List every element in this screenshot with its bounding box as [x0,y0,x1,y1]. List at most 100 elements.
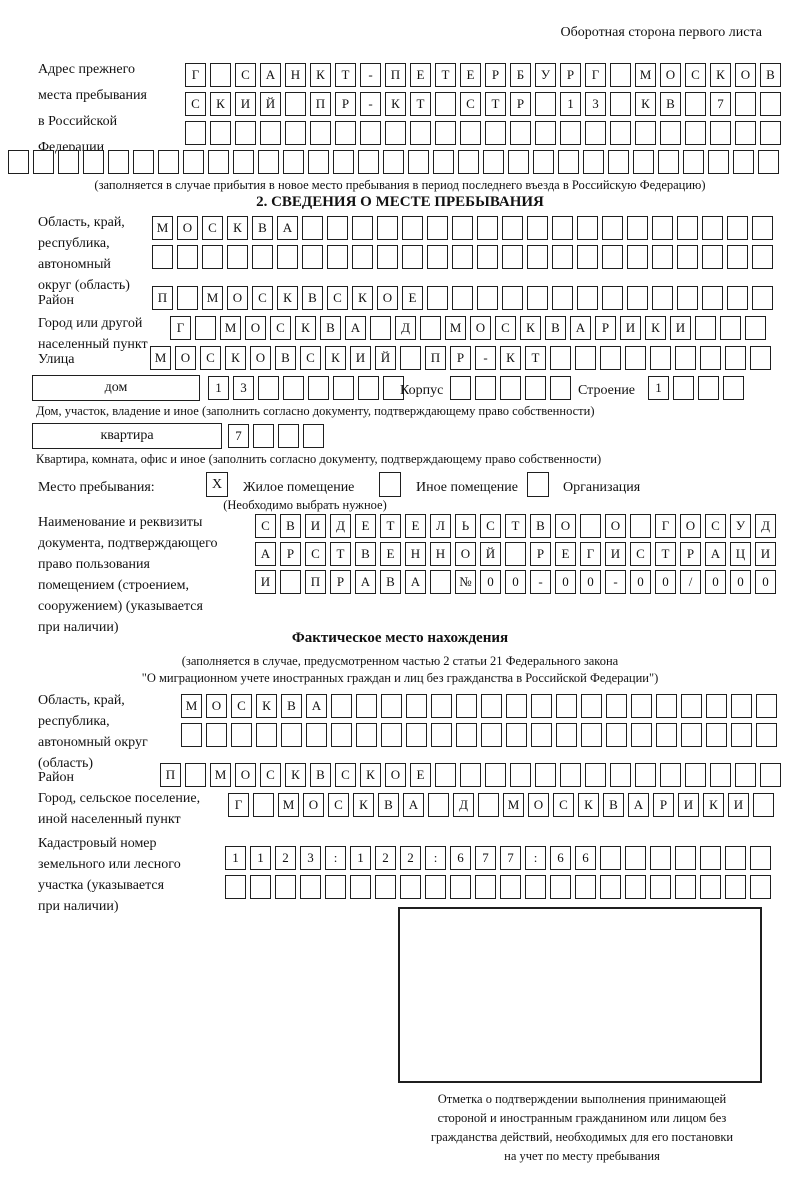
char-cell [525,376,546,400]
char-cell [535,763,556,787]
char-cell [431,723,452,747]
char-cell: В [355,542,376,566]
char-cell [698,376,719,400]
char-cell [500,376,521,400]
char-cell [406,694,427,718]
char-cell: К [325,346,346,370]
char-cell [608,150,629,174]
char-cell [756,694,777,718]
char-cell [506,723,527,747]
char-cell: Е [460,63,481,87]
char-cell: Е [355,514,376,538]
char-cell: Т [335,63,356,87]
char-cell: М [445,316,466,340]
char-cell: В [378,793,399,817]
char-cell [635,763,656,787]
char-cell [253,424,274,448]
char-cell: Е [402,286,423,310]
char-cell: О [470,316,491,340]
char-cell [158,150,179,174]
oblast-row-2 [152,245,773,269]
char-cell: Р [560,63,581,87]
char-cell: Т [380,514,401,538]
char-cell [552,216,573,240]
char-cell [231,723,252,747]
char-cell: К [710,63,731,87]
char-cell: В [281,694,302,718]
char-cell [625,875,646,899]
char-cell: Л [430,514,451,538]
char-cell: В [760,63,781,87]
char-cell: 0 [730,570,751,594]
char-cell [350,875,371,899]
char-cell [275,875,296,899]
char-cell: : [425,846,446,870]
inoe-label: Иное помещение [416,480,518,495]
mesto-label: Место пребывания: [38,480,155,495]
char-cell: 7 [710,92,731,116]
char-cell: Т [410,92,431,116]
char-cell [360,121,381,145]
char-cell [485,763,506,787]
char-cell [575,875,596,899]
char-cell [152,245,173,269]
char-cell [745,316,766,340]
char-cell: К [500,346,521,370]
char-cell [177,286,198,310]
char-cell: П [160,763,181,787]
char-cell: М [210,763,231,787]
zhiloe-checkbox: X [206,472,228,497]
doc-row-3: И П Р А В А № 0 0-0 0-0 0/0 0 0 [255,570,776,594]
char-cell: А [628,793,649,817]
char-cell [427,216,448,240]
char-cell: 6 [575,846,596,870]
char-cell [280,570,301,594]
char-cell [577,216,598,240]
char-cell: 0 [655,570,676,594]
inoe-checkbox [379,472,401,497]
char-cell: К [352,286,373,310]
char-cell: Е [405,514,426,538]
char-cell: 3 [233,376,254,400]
char-cell: К [578,793,599,817]
char-cell: 0 [555,570,576,594]
char-cell: Ц [730,542,751,566]
char-cell [458,150,479,174]
char-cell [335,121,356,145]
char-cell [652,286,673,310]
char-cell: О [245,316,266,340]
kvartira-caption: Квартира, комната, офис и иное (заполнит… [36,452,602,466]
char-cell: С [305,542,326,566]
char-cell: С [185,92,206,116]
char-cell: А [345,316,366,340]
char-cell: Д [330,514,351,538]
char-cell: 1 [560,92,581,116]
char-cell [677,216,698,240]
char-cell: Е [555,542,576,566]
char-cell [606,723,627,747]
char-cell [531,723,552,747]
char-cell: С [300,346,321,370]
char-cell [431,694,452,718]
char-cell [731,723,752,747]
char-cell [300,875,321,899]
char-cell: 2 [375,846,396,870]
char-cell: 1 [225,846,246,870]
korpus-row [450,376,571,400]
char-cell [202,245,223,269]
char-cell [327,216,348,240]
char-cell [302,245,323,269]
char-cell: К [645,316,666,340]
page-side-note: Оборотная сторона первого листа [560,25,762,40]
char-cell [370,316,391,340]
char-cell [477,216,498,240]
char-cell: Г [228,793,249,817]
char-cell [625,346,646,370]
char-cell [450,376,471,400]
char-cell [281,723,302,747]
char-cell [83,150,104,174]
